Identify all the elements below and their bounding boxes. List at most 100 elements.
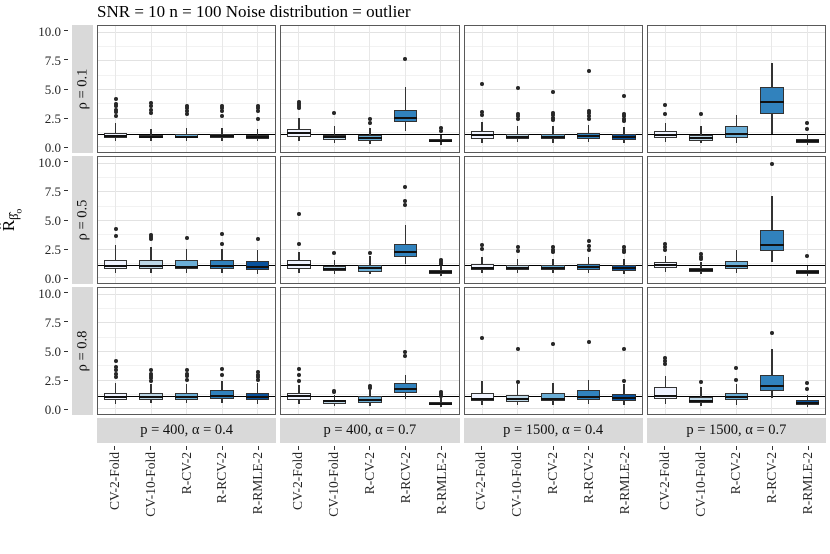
boxplot-outlier <box>551 115 556 120</box>
boxplot-outlier <box>255 106 260 111</box>
y-axis-label-main: R̂ <box>0 219 19 232</box>
gridline-vertical <box>333 288 335 414</box>
gridline-vertical <box>115 157 117 283</box>
x-tick-mark <box>552 446 554 450</box>
boxplot-whisker <box>114 383 117 404</box>
facet-row-strip-rho-0.5: ρ = 0.5 <box>72 156 93 284</box>
x-tick-mark <box>480 446 482 450</box>
x-tick-mark <box>186 446 188 450</box>
gridline-vertical <box>115 288 117 414</box>
x-tick-label: CV-2-Fold <box>656 452 672 511</box>
boxplot-outlier <box>113 368 118 373</box>
x-tick-label-holder: CV-10-Fold <box>142 452 160 517</box>
x-tick-label: CV-10-Fold <box>142 452 158 517</box>
y-tick-mark <box>64 277 68 279</box>
y-tick-label: 5.0 <box>44 213 61 228</box>
boxplot-median <box>612 396 636 399</box>
boxplot-outlier <box>586 114 591 119</box>
x-tick-mark <box>735 446 737 450</box>
boxplot-median <box>612 267 636 270</box>
y-tick-label: 2.5 <box>44 242 61 258</box>
boxplot-box <box>139 260 163 270</box>
boxplot-outlier <box>403 198 408 203</box>
boxplot-outlier <box>622 346 627 351</box>
boxplot-outlier <box>367 120 372 125</box>
facet-row-strip-label: ρ = 0.1 <box>74 68 90 110</box>
gridline-vertical <box>257 157 259 283</box>
y-tick-label: 2.5 <box>44 373 61 389</box>
boxplot-median <box>104 265 128 268</box>
boxplot-outlier <box>663 103 668 108</box>
boxplot-outlier <box>220 242 225 247</box>
boxplot-median <box>174 135 199 138</box>
boxplot-median <box>139 135 163 138</box>
boxplot-outlier <box>515 85 520 90</box>
y-tick-mark <box>64 88 68 90</box>
y-tick-mark <box>64 219 68 221</box>
gridline-vertical <box>440 288 442 414</box>
boxplot-outlier <box>184 104 189 109</box>
boxplot-outlier <box>220 114 225 119</box>
boxplot-outlier <box>663 361 668 366</box>
y-tick-mark <box>64 146 68 148</box>
x-tick-label: CV-2-Fold <box>106 452 122 511</box>
boxplot-outlier <box>367 116 372 121</box>
boxplot-median <box>505 398 530 401</box>
boxplot-outlier <box>113 104 118 109</box>
gridline-vertical <box>700 26 702 152</box>
boxplot-outlier <box>113 371 118 376</box>
gridline-vertical <box>664 157 666 283</box>
boxplot-outlier <box>255 116 260 121</box>
boxplot-median <box>210 134 234 137</box>
x-tick-label-holder: R-RMLE-2 <box>249 452 267 514</box>
gridline-vertical <box>257 26 259 152</box>
facet-panel-r2-c3 <box>463 156 643 284</box>
boxplot-median <box>245 265 270 268</box>
y-tick-mark <box>64 190 68 192</box>
boxplot-whisker <box>700 386 702 406</box>
boxplot-box <box>245 261 270 271</box>
boxplot-median <box>653 394 678 397</box>
gridline-vertical <box>700 157 702 283</box>
gridline-vertical <box>700 288 702 414</box>
boxplot-outlier <box>805 253 810 258</box>
facet-col-strip-3: p = 1500, α = 0.4 <box>463 418 643 443</box>
y-tick-label: 10.0 <box>38 154 61 170</box>
boxplot-median <box>210 265 234 268</box>
boxplot-outlier <box>515 116 520 121</box>
facet-col-strip-1: p = 400, α = 0.4 <box>97 418 277 443</box>
boxplot-outlier <box>586 244 591 249</box>
boxplot-box <box>470 392 494 402</box>
boxplot-outlier <box>332 251 337 256</box>
boxplot-outlier <box>551 90 556 95</box>
boxplot-outlier <box>220 104 225 109</box>
boxplot-outlier <box>296 106 301 111</box>
boxplot-box <box>724 126 749 138</box>
boxplot-outlier <box>622 378 627 383</box>
facet-panel-r1-c4 <box>646 25 826 153</box>
boxplot-outlier <box>149 235 154 240</box>
gridline-vertical <box>664 26 666 152</box>
boxplot-median <box>245 135 270 138</box>
boxplot-outlier <box>769 330 774 335</box>
facet-col-strip-2: p = 400, α = 0.7 <box>280 418 460 443</box>
boxplot-median <box>358 399 382 402</box>
x-axis-labels-col-1: CV-2-Fold CV-10-Fold R-CV-2 R-RCV-2 R-RMLE-2 <box>97 446 276 554</box>
boxplot-outlier <box>663 245 668 250</box>
boxplot-outlier <box>551 250 556 255</box>
gridline-vertical <box>440 26 442 152</box>
y-tick-mark <box>64 59 68 61</box>
gridline-vertical <box>552 157 554 283</box>
boxplot-outlier <box>113 114 118 119</box>
boxplot-outlier <box>149 100 154 105</box>
boxplot-outlier <box>622 245 627 250</box>
gridline-vertical <box>150 157 152 283</box>
gridline-vertical <box>806 157 808 283</box>
facet-panel-r1-c2 <box>280 25 460 153</box>
boxplot-outlier <box>438 125 443 130</box>
boxplot-outlier <box>149 237 154 242</box>
y-tick-label: 0.0 <box>44 402 61 418</box>
boxplot-median <box>541 397 565 400</box>
x-tick-mark <box>588 446 590 450</box>
x-tick-label-holder: CV-10-Fold <box>692 452 710 517</box>
